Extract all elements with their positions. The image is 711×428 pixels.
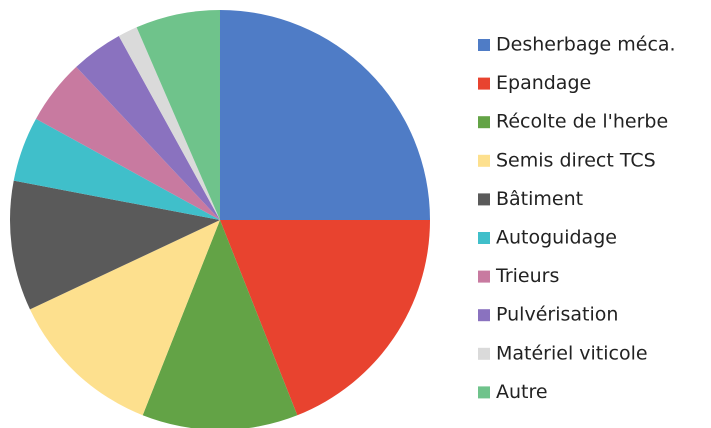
pie-slice xyxy=(142,220,298,428)
pie-slice xyxy=(10,180,221,310)
legend-swatch xyxy=(478,39,490,51)
legend-label: Bâtiment xyxy=(496,188,583,210)
legend-swatch xyxy=(478,77,490,90)
pie-slice xyxy=(220,220,430,416)
pie-slice xyxy=(13,118,220,220)
legend-label: Desherbage méca. xyxy=(496,34,676,56)
legend-swatch xyxy=(478,232,490,244)
legend-swatch xyxy=(478,154,490,167)
pie-slice xyxy=(76,35,220,220)
legend-label: Récolte de l'herbe xyxy=(496,111,668,133)
legend-label: Pulvérisation xyxy=(496,304,618,326)
pie-slice xyxy=(29,220,221,416)
legend-label: Trieurs xyxy=(495,265,559,287)
legend-swatch xyxy=(478,309,490,322)
legend-label: Matériel viticole xyxy=(496,342,648,364)
legend-swatch xyxy=(478,116,490,129)
pie-slice xyxy=(118,27,220,220)
legend-label: Semis direct TCS xyxy=(496,149,656,171)
legend-label: Autoguidage xyxy=(496,227,617,249)
legend-swatch xyxy=(478,193,490,206)
legend-label: Epandage xyxy=(496,72,591,94)
legend-label: Autre xyxy=(496,381,548,403)
legend-swatch xyxy=(478,386,490,399)
legend-swatch xyxy=(478,347,490,360)
pie-slice xyxy=(35,66,220,220)
pie-slice xyxy=(220,10,430,220)
legend-swatch xyxy=(478,270,490,283)
pie-slice xyxy=(136,10,220,220)
